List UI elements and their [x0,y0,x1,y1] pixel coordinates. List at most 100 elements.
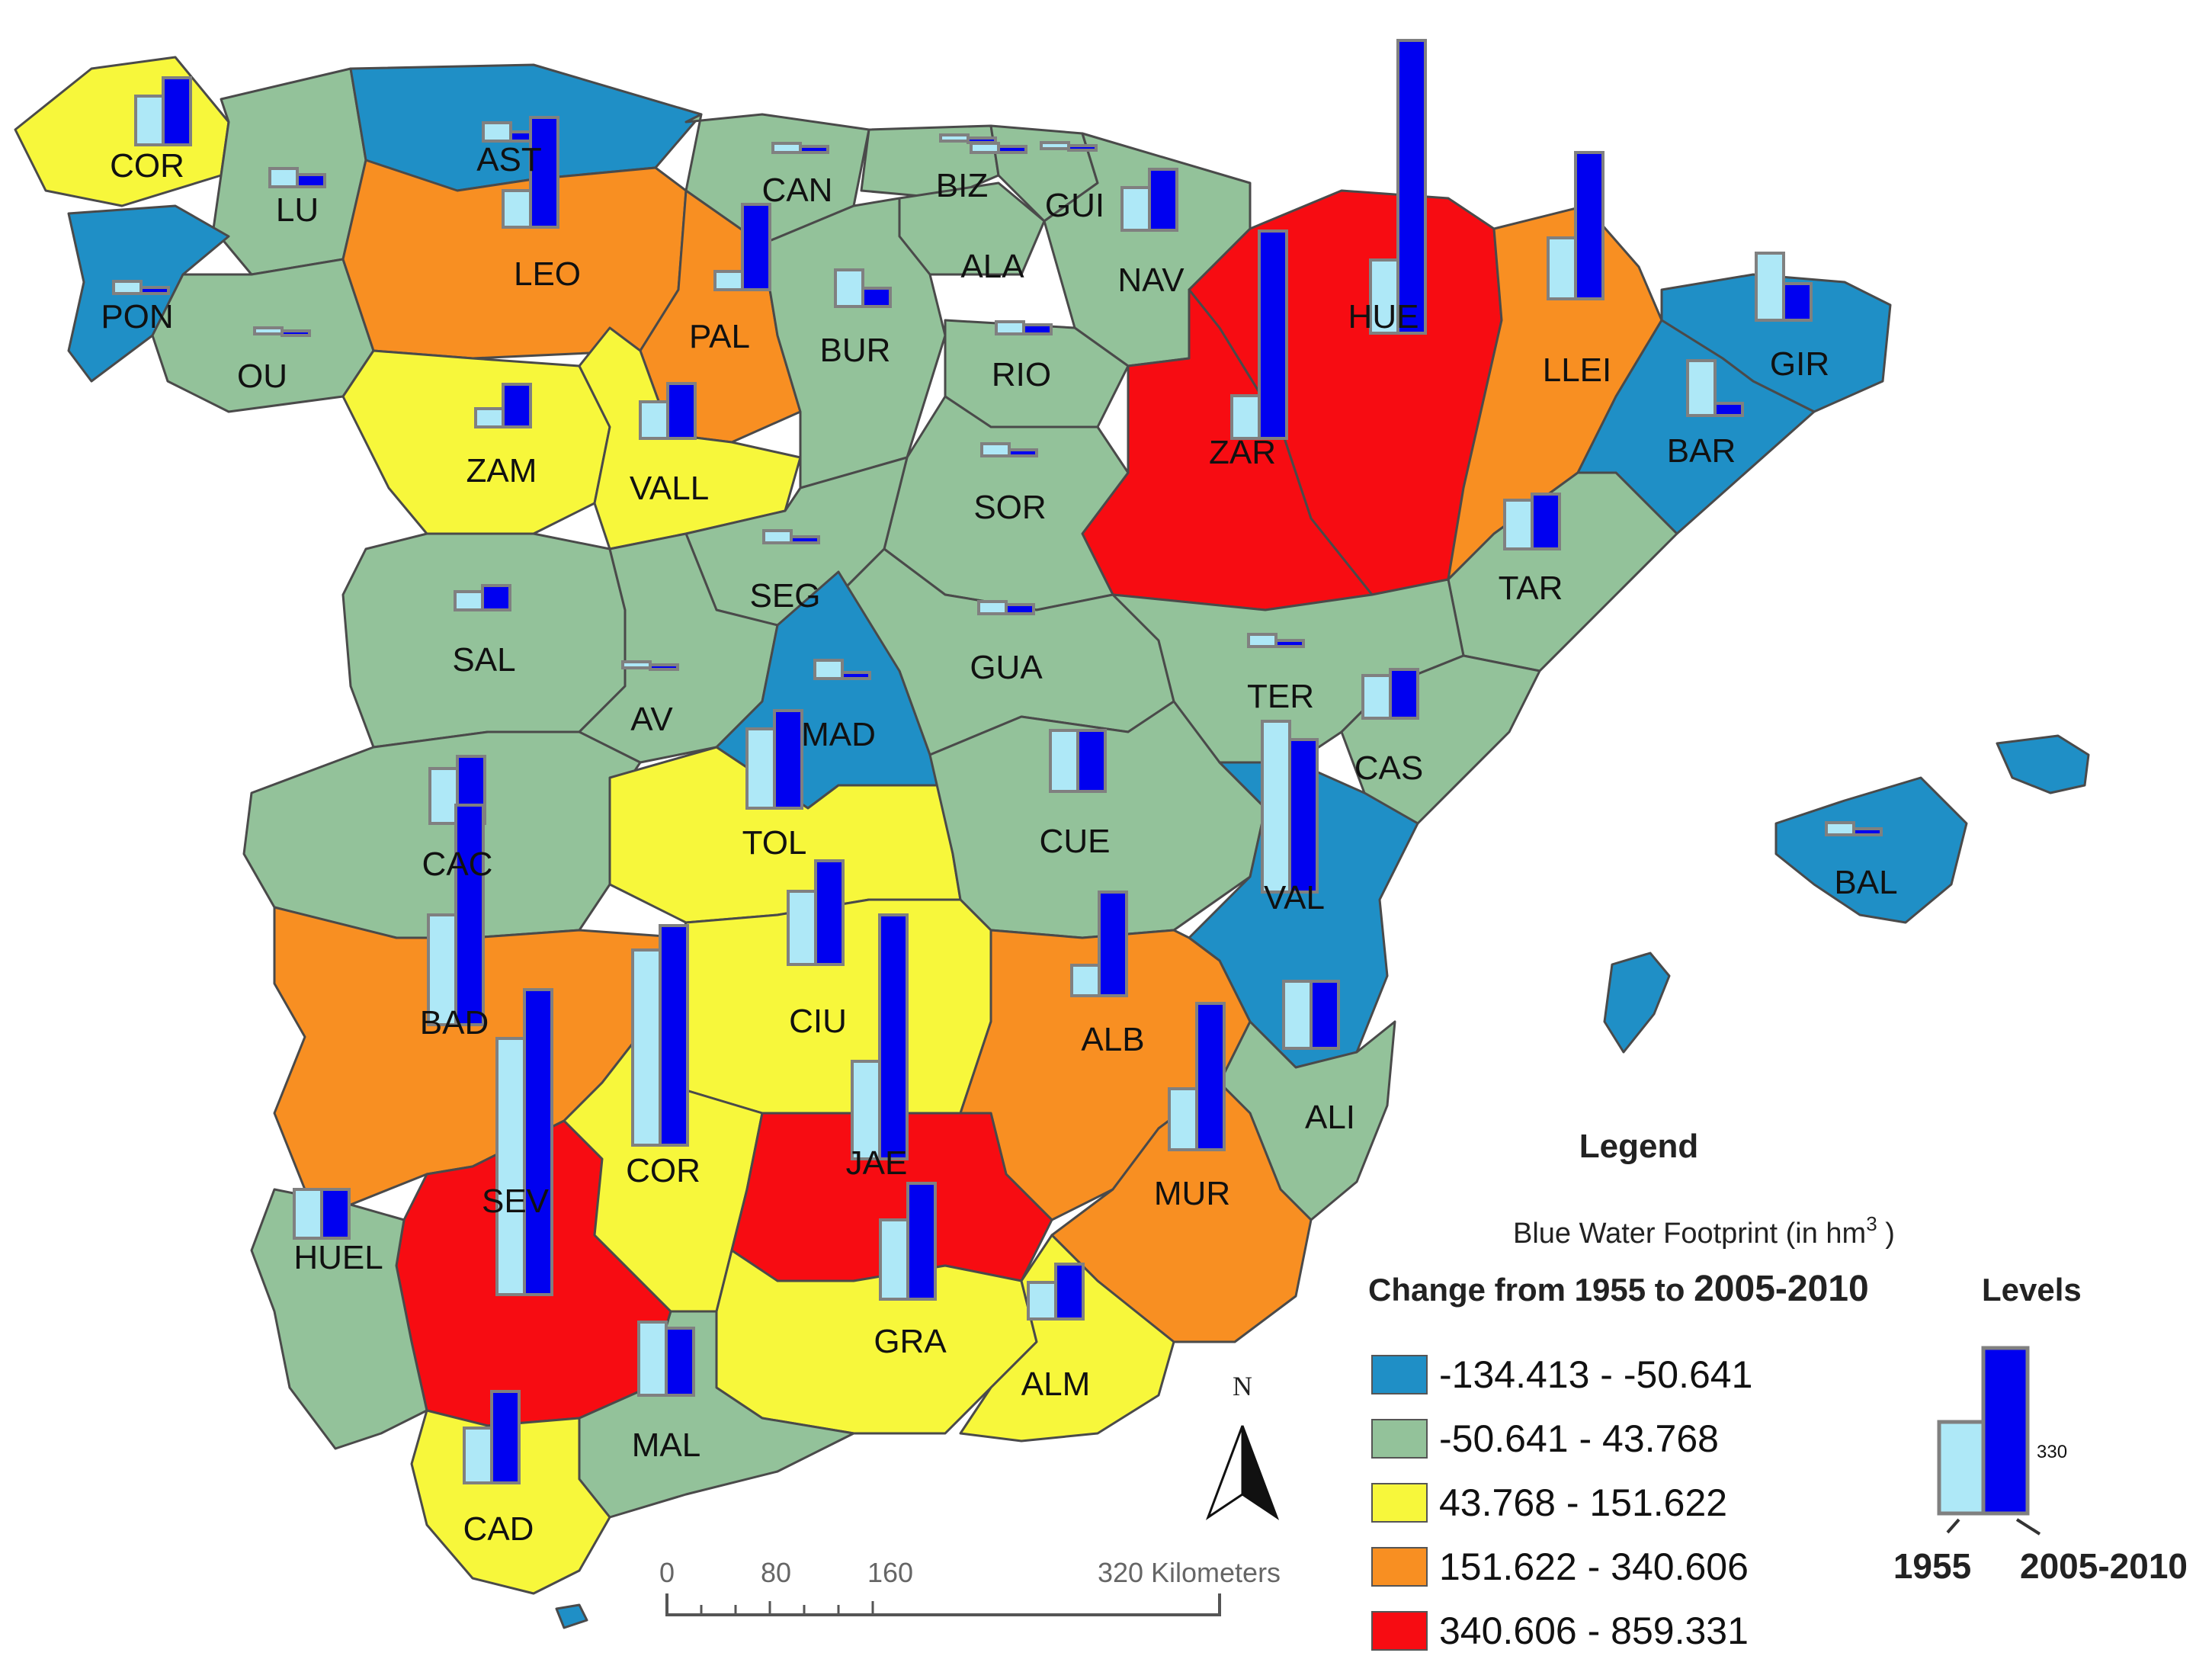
province-label-can: CAN [762,172,833,209]
bar-chart-mal [637,1321,695,1397]
bar-2010-gui [1067,144,1098,152]
bar-chart-can [771,142,829,154]
legend-subtitle-suffix: ) [1877,1218,1895,1250]
bar-2010-zar [1258,229,1288,440]
province-shape-cad [410,1409,611,1595]
province-label-hue: HUE [1348,298,1419,335]
bar-2010-gra [906,1182,937,1301]
bar-2010-av [649,663,679,671]
bar-1955-bar [1686,359,1717,417]
legend-change-bold: 2005-2010 [1694,1269,1869,1309]
bar-2010-gua [1005,603,1035,615]
bar-2010-ali [1310,980,1340,1050]
bar-2010-alb [1098,891,1128,997]
bar-chart-cas [1361,668,1419,720]
province-label-pon: PON [101,298,173,335]
bar-chart-zam [474,383,532,428]
province-label-val: VAL [1264,879,1325,916]
province-label-mal: MAL [632,1427,700,1464]
province-label-ou: OU [237,358,287,395]
bar-1955-gua [977,600,1008,615]
province-label-ala: ALA [960,248,1024,285]
legend-subtitle-prefix: Blue Water Footprint (in hm [1513,1218,1866,1250]
bar-2010-gir [1782,282,1813,322]
province-label-cor: COR [626,1152,700,1189]
north-arrow: N [1205,1371,1280,1520]
legend-swatch-1 [1371,1355,1428,1394]
legend-swatch-3 [1371,1483,1428,1523]
province-label-lu: LU [276,191,319,229]
bar-chart-gui [1040,141,1098,152]
province-label-av: AV [630,701,673,738]
bar-chart-gra [879,1182,937,1301]
bar-1955-pal [713,270,744,291]
bar-1955-gir [1755,252,1785,322]
bar-2010-llei [1574,151,1605,300]
legend-year-1955: 1955 [1893,1546,1971,1586]
province-bars-layer [112,39,1883,1484]
province-label-ter: TER [1247,678,1314,715]
province-label-ali: ALI [1305,1099,1355,1136]
bar-1955-cad [463,1427,493,1484]
province-label-biz: BIZ [936,167,988,204]
province-label-bar: BAR [1667,432,1736,470]
bar-1955-sor [980,442,1011,457]
bar-2010-sal [481,584,511,611]
bar-2010-alm [1054,1263,1085,1321]
legend-range-2: -50.641 - 43.768 [1439,1417,1719,1460]
scale-tick-0: 0 [659,1557,675,1588]
province-label-alm: ALM [1021,1366,1090,1403]
legend-change-prefix: Change from 1955 to [1368,1272,1694,1308]
bar-chart-zar [1230,229,1288,440]
island-small-rock [555,1603,588,1629]
bar-1955-ast [482,121,512,143]
legend-range-1: -134.413 - -50.641 [1439,1353,1752,1396]
bar-1955-cas [1361,674,1392,720]
scale-tick-80: 80 [761,1557,791,1588]
bar-2010-val [1288,738,1319,894]
bar-2010-huel [320,1188,351,1240]
bar-1955-av [621,660,652,669]
bar-1955-llei [1547,236,1577,300]
bar-1955-sev [495,1037,526,1296]
bar-1955-gui [1040,141,1070,150]
province-label-gra: GRA [874,1323,947,1360]
province-label-cac: CAC [422,846,493,883]
province-label-vall: VALL [630,470,709,507]
bar-1955-can [771,142,802,154]
bar-1955-ala [970,142,1000,154]
province-label-alb: ALB [1081,1021,1144,1058]
scale-bar: 0 80 160 320 Kilometers [659,1557,1281,1616]
bar-2010-can [799,145,829,154]
bar-2010-bal [1852,827,1883,836]
bar-1955-bur [834,268,864,308]
province-label-ast: AST [476,141,542,178]
bar-chart-ciu [787,859,845,966]
bar-2010-lu [296,173,326,188]
bar-1955-leo [502,189,532,229]
bar-1955-ou [253,326,284,335]
bar-chart-tol [745,709,803,810]
bar-chart-leo [502,116,559,229]
bar-chart-bar [1686,359,1744,417]
bar-1955-mal [637,1321,668,1397]
province-label-seg: SEG [750,577,821,615]
bar-1955-ter [1247,633,1278,648]
province-label-jae: JAE [846,1144,908,1182]
bar-2010-rio [1022,323,1053,335]
islands-layer [555,734,2090,1629]
bar-chart-sor [980,442,1038,457]
bar-chart-lu [268,167,326,188]
bar-2010-hue [1396,39,1427,335]
bar-chart-bur [834,268,892,308]
bar-1955-cor [631,948,662,1147]
legend-swatch-5 [1371,1611,1428,1651]
bar-2010-tol [773,709,803,810]
bar-1955-sal [454,590,484,611]
bar-2010-pon [139,286,170,295]
legend-range-3: 43.768 - 151.622 [1439,1481,1727,1524]
bar-2010-pal [741,203,771,291]
bar-2010-sor [1008,448,1038,457]
bar-1955-nav [1120,186,1151,232]
province-label-tar: TAR [1499,570,1563,607]
